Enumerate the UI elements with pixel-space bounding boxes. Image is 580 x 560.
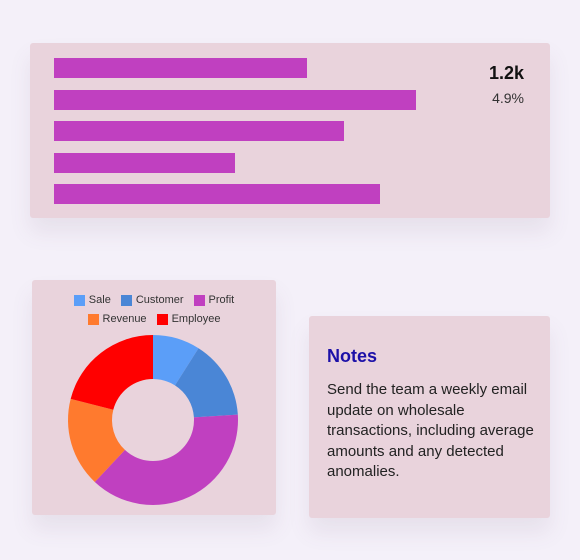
slice-customer xyxy=(174,348,238,418)
legend-label: Employee xyxy=(171,313,221,325)
donut-chart xyxy=(68,335,238,505)
legend-swatch xyxy=(120,294,132,306)
legend-item-profit: Profit xyxy=(193,294,235,306)
legend-item-revenue: Revenue xyxy=(87,313,147,325)
bar-1 xyxy=(54,58,307,78)
legend-label: Sale xyxy=(88,294,111,306)
donut-chart-card: Sale Customer Profit Revenue Employee xyxy=(32,280,276,515)
notes-title: Notes xyxy=(327,346,378,366)
slice-revenue xyxy=(68,398,125,482)
bar-chart-card: 1.2k 4.9% xyxy=(30,43,550,218)
legend-label: Profit xyxy=(208,294,235,306)
notes-card: Notes Send the team a weekly email updat… xyxy=(309,316,550,518)
notes-body: Send the team a weekly email update on w… xyxy=(327,381,534,480)
stat-value: 1.2k xyxy=(488,63,524,83)
legend-item-customer: Customer xyxy=(120,294,184,306)
slice-employee xyxy=(70,335,153,410)
legend-label: Customer xyxy=(135,294,184,306)
bar-4 xyxy=(54,152,235,173)
legend-swatch xyxy=(156,313,168,325)
bar-2 xyxy=(54,89,416,110)
legend-swatch xyxy=(193,294,205,306)
bar-5 xyxy=(54,184,380,204)
legend-label: Revenue xyxy=(102,313,147,325)
slice-profit xyxy=(94,414,238,505)
bar-3 xyxy=(54,121,344,141)
legend-item-sale: Sale xyxy=(73,294,111,306)
slice-sale xyxy=(153,335,199,386)
legend-swatch xyxy=(87,313,99,325)
legend-swatch xyxy=(73,294,85,306)
legend-item-employee: Employee xyxy=(156,313,221,325)
chart-legend: Sale Customer Profit Revenue Employee xyxy=(32,294,276,325)
stat-percent: 4.9% xyxy=(492,90,524,106)
